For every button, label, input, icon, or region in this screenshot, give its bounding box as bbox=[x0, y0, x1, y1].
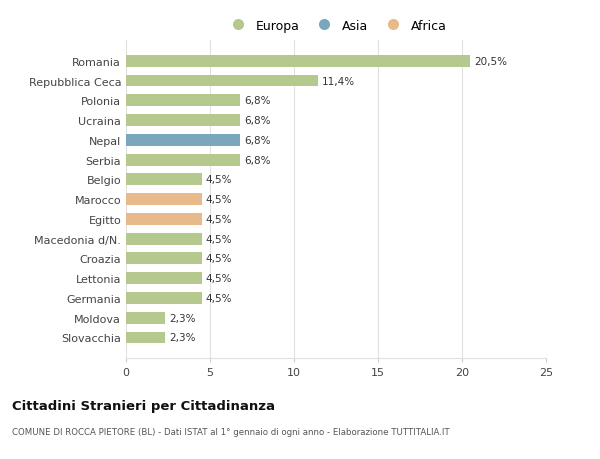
Bar bbox=[126, 115, 240, 127]
Text: 4,5%: 4,5% bbox=[206, 175, 232, 185]
Text: 4,5%: 4,5% bbox=[206, 234, 232, 244]
Bar bbox=[126, 213, 202, 225]
Text: 6,8%: 6,8% bbox=[244, 96, 271, 106]
Text: 2,3%: 2,3% bbox=[169, 333, 196, 343]
Text: 4,5%: 4,5% bbox=[206, 274, 232, 284]
Bar bbox=[126, 174, 202, 186]
Text: 11,4%: 11,4% bbox=[322, 76, 355, 86]
Text: 6,8%: 6,8% bbox=[244, 135, 271, 146]
Text: 4,5%: 4,5% bbox=[206, 293, 232, 303]
Bar bbox=[126, 273, 202, 285]
Bar bbox=[126, 332, 164, 344]
Bar bbox=[126, 253, 202, 265]
Text: 6,8%: 6,8% bbox=[244, 155, 271, 165]
Text: COMUNE DI ROCCA PIETORE (BL) - Dati ISTAT al 1° gennaio di ogni anno - Elaborazi: COMUNE DI ROCCA PIETORE (BL) - Dati ISTA… bbox=[12, 427, 449, 436]
Bar bbox=[126, 56, 470, 67]
Bar bbox=[126, 194, 202, 206]
Bar bbox=[126, 75, 317, 87]
Text: 4,5%: 4,5% bbox=[206, 254, 232, 264]
Text: 2,3%: 2,3% bbox=[169, 313, 196, 323]
Bar bbox=[126, 233, 202, 245]
Bar bbox=[126, 154, 240, 166]
Text: 4,5%: 4,5% bbox=[206, 214, 232, 224]
Text: 6,8%: 6,8% bbox=[244, 116, 271, 126]
Bar bbox=[126, 134, 240, 146]
Bar bbox=[126, 292, 202, 304]
Legend: Europa, Asia, Africa: Europa, Asia, Africa bbox=[222, 16, 450, 36]
Bar bbox=[126, 95, 240, 107]
Bar bbox=[126, 312, 164, 324]
Text: 4,5%: 4,5% bbox=[206, 195, 232, 205]
Text: Cittadini Stranieri per Cittadinanza: Cittadini Stranieri per Cittadinanza bbox=[12, 399, 275, 412]
Text: 20,5%: 20,5% bbox=[475, 56, 508, 67]
